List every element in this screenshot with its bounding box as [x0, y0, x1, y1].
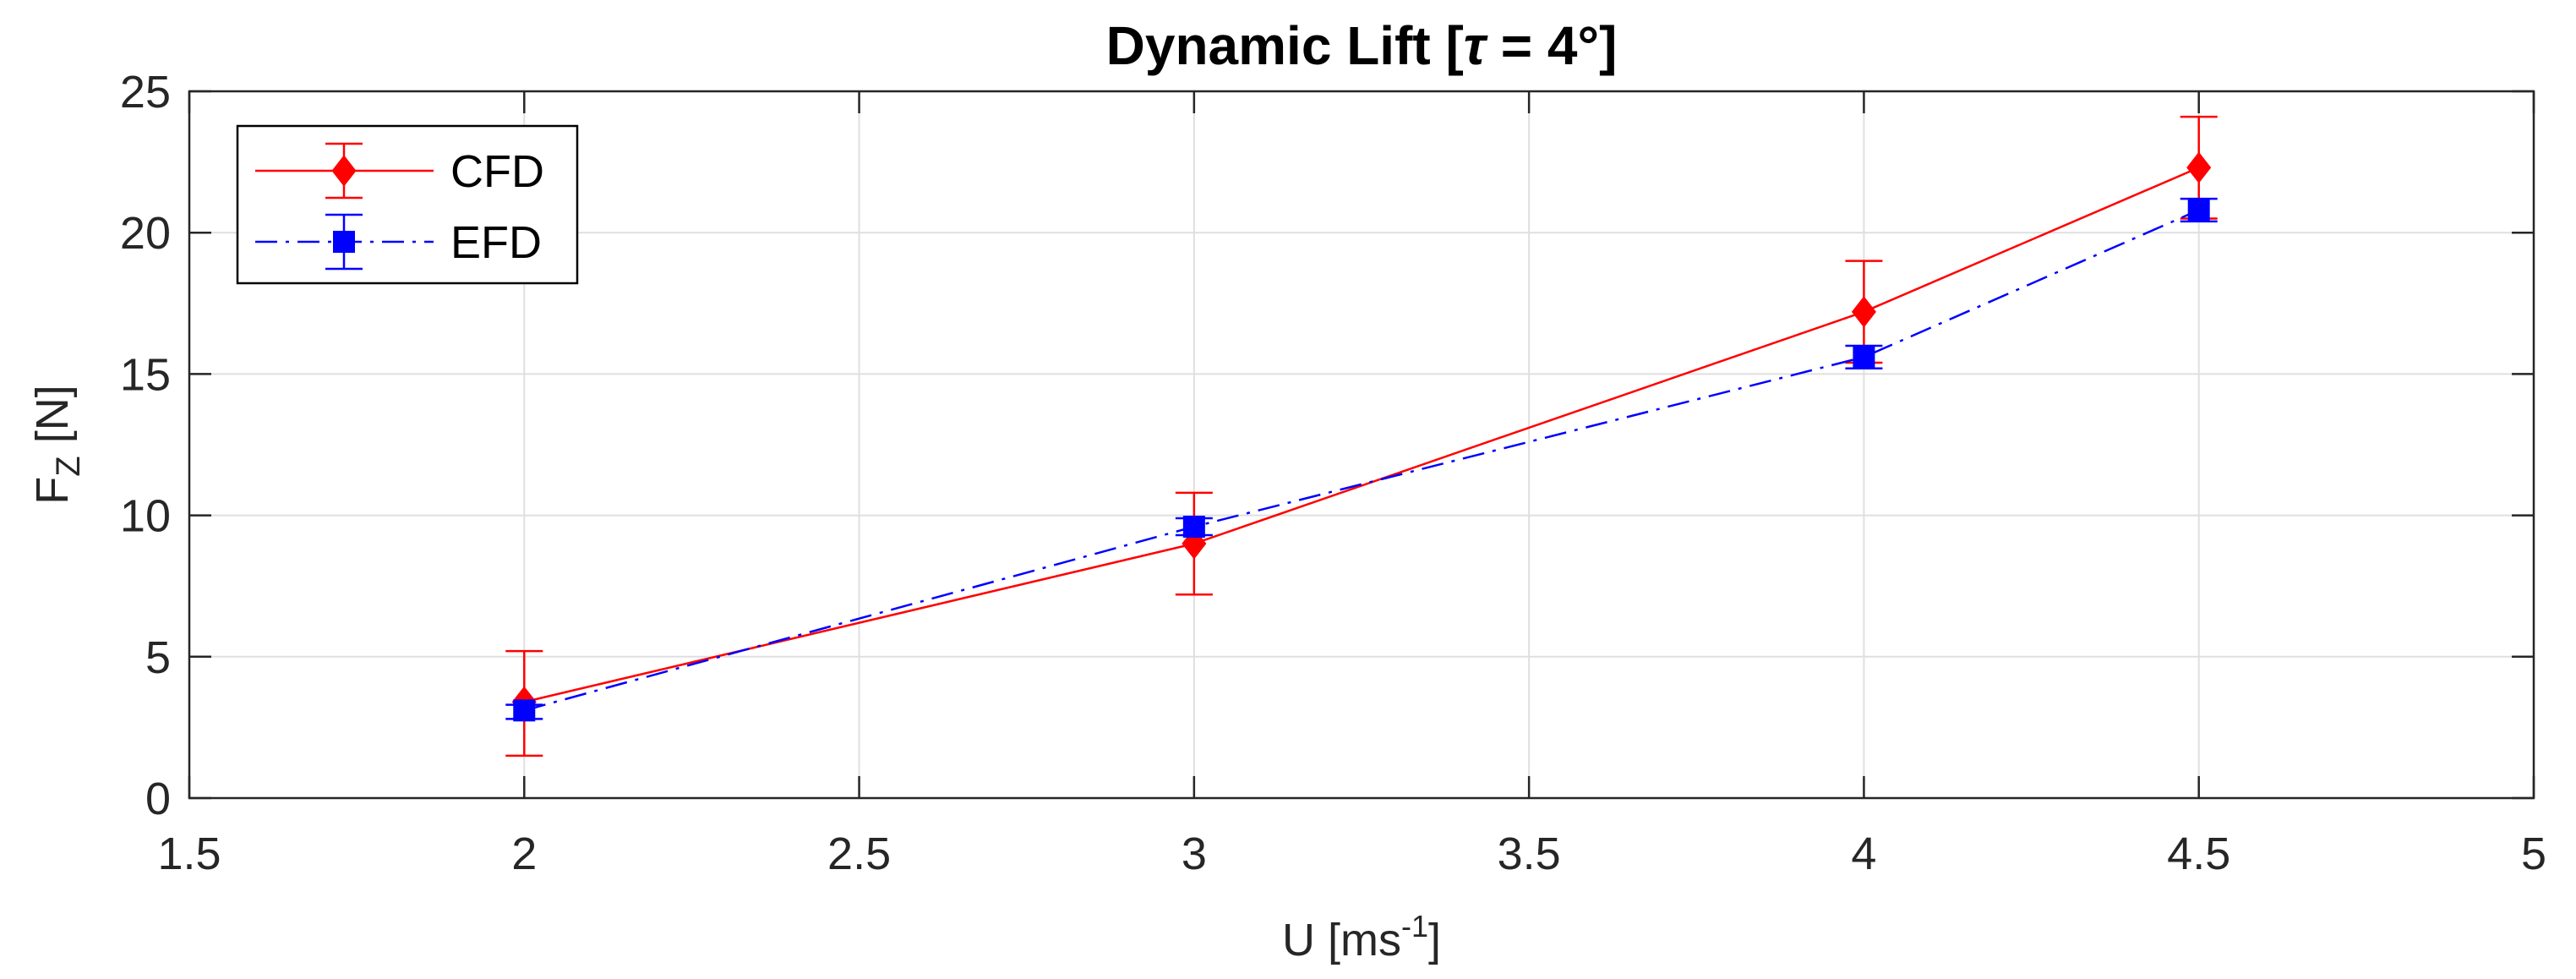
x-axis-label: U [ms-1] [1282, 909, 1441, 965]
x-tick-label: 3 [1182, 829, 1207, 879]
x-tick-label: 4.5 [2167, 829, 2230, 879]
x-tick-label: 4 [1851, 829, 1876, 879]
y-axis-label-sub: Z [50, 456, 87, 476]
cfd-point [1851, 296, 1876, 328]
efd-line [523, 209, 2200, 712]
chart-title-prefix: Dynamic Lift [ [1106, 15, 1464, 76]
legend-entry-efd: EFD [255, 213, 542, 271]
x-axis-label-end: ] [1428, 915, 1441, 965]
y-tick-label: 10 [120, 491, 171, 542]
x-axis-label-sup: -1 [1401, 909, 1428, 943]
axes-box [188, 90, 2535, 800]
y-tick-label: 5 [145, 632, 171, 683]
y-axis-label-end: [N] [27, 385, 78, 456]
x-tick-label: 1.5 [157, 829, 221, 879]
legend-label: EFD [450, 217, 542, 268]
x-axis-label-main: U [ms [1282, 915, 1401, 965]
plot-series [505, 115, 2218, 757]
y-tick-label: 0 [145, 774, 171, 824]
legend-marker [333, 231, 355, 253]
chart-title: Dynamic Lift [τ = 4°] [1106, 15, 1618, 76]
x-tick-label: 2.5 [827, 829, 891, 879]
x-tick-label: 2 [511, 829, 537, 879]
cfd-point [2186, 151, 2212, 183]
legend-box [236, 124, 579, 285]
axes [188, 90, 2535, 800]
y-axis-ticks: 0 5 10 15 20 25 [120, 67, 2534, 824]
legend-label: CFD [450, 146, 544, 197]
y-tick-label: 25 [120, 67, 171, 118]
x-tick-label: 3.5 [1498, 829, 1561, 879]
plot-area [189, 91, 2534, 798]
y-tick-label: 15 [120, 349, 171, 400]
efd-point [1182, 515, 1205, 538]
cfd-line [523, 167, 2200, 703]
efd-point [513, 699, 536, 722]
series-efd [505, 197, 2218, 722]
efd-point [2187, 199, 2210, 222]
x-axis-ticks: 1.5 2 2.5 3 3.5 4 4.5 5 [157, 91, 2546, 879]
chart-title-symbol: τ [1464, 15, 1488, 76]
legend: CFD EFD [236, 124, 579, 285]
legend-marker [331, 155, 357, 187]
chart-title-suffix: = 4°] [1486, 15, 1617, 76]
legend-entry-cfd: CFD [255, 142, 544, 200]
x-tick-label: 5 [2521, 829, 2546, 879]
y-axis-label: FZ [N] [27, 385, 87, 504]
y-axis-label-main: F [27, 477, 78, 505]
y-tick-label: 20 [120, 208, 171, 259]
legend-entries: CFD EFD [255, 142, 544, 271]
efd-point [1853, 346, 1875, 369]
